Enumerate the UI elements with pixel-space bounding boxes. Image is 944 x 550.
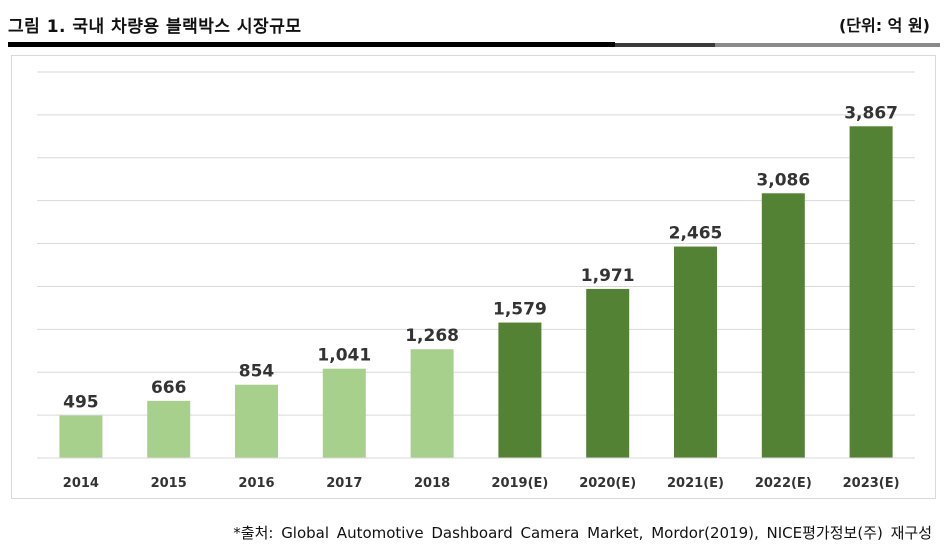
title-rule-black (8, 42, 615, 47)
data-label: 1,268 (405, 326, 459, 346)
x-tick-label: 2023(E) (843, 476, 900, 491)
bar-2015 (147, 400, 191, 458)
data-label: 1,971 (581, 266, 635, 286)
x-tick-label: 2021(E) (667, 476, 724, 491)
x-tick-label: 2019(E) (491, 476, 548, 491)
bar-2020(E) (586, 288, 630, 458)
x-tick-label: 2022(E) (755, 476, 812, 491)
title-rule-dark (615, 43, 715, 47)
chart-title: 그림 1. 국내 차량용 블랙박스 시장규모 (8, 17, 302, 37)
bar-2019(E) (498, 322, 542, 458)
title-rule-gray (715, 43, 940, 47)
x-tick-label: 2016 (238, 476, 274, 491)
bar-2021(E) (674, 246, 717, 458)
data-label: 1,579 (493, 300, 547, 320)
bar-2023(E) (849, 126, 893, 458)
bar-2018 (410, 349, 454, 458)
bar-2022(E) (761, 193, 805, 458)
chart-frame (11, 55, 936, 499)
data-label: 2,465 (669, 224, 723, 244)
x-tick-label: 2020(E) (579, 476, 636, 491)
data-label: 854 (239, 362, 275, 382)
source-note: *출처: Global Automotive Dashboard Camera … (233, 524, 932, 542)
bar-2017 (322, 368, 366, 458)
data-label: 3,086 (756, 170, 810, 190)
x-tick-label: 2014 (63, 476, 99, 491)
data-label: 1,041 (317, 346, 371, 366)
x-tick-label: 2015 (151, 476, 187, 491)
data-label: 3,867 (844, 103, 898, 123)
data-label: 495 (63, 393, 99, 413)
x-tick-label: 2018 (414, 476, 450, 491)
data-label: 666 (151, 378, 187, 398)
bar-2016 (235, 384, 278, 458)
bar-2014 (59, 415, 103, 458)
x-tick-label: 2017 (326, 476, 362, 491)
unit-label: (단위: 억 원) (838, 16, 930, 35)
